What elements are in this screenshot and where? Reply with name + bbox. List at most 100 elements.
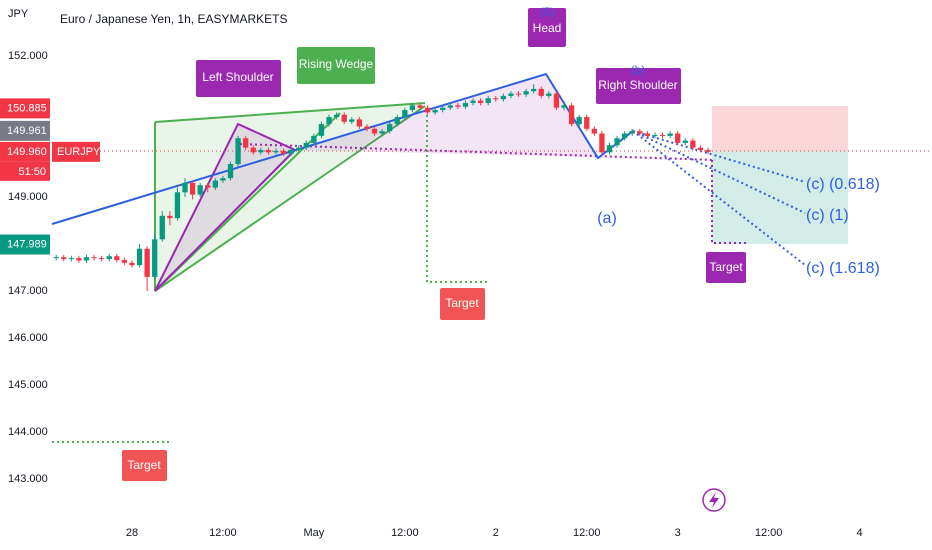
- candle-body: [644, 133, 651, 136]
- price-label-box: [0, 120, 50, 141]
- candle-body: [53, 257, 59, 259]
- x-tick-label: 12:00: [573, 527, 601, 539]
- candle-body: [98, 258, 105, 260]
- projections: [632, 130, 806, 266]
- candle-body: [553, 93, 560, 108]
- candle-body: [440, 107, 446, 111]
- label-box: [528, 8, 566, 47]
- candle-body: [349, 119, 355, 122]
- candle-body: [182, 182, 188, 193]
- candle-body: [159, 215, 165, 240]
- candle-body: [515, 93, 522, 95]
- x-tick-label: 12:00: [209, 527, 237, 539]
- candle-body: [599, 133, 605, 153]
- annotation: (c) (1): [806, 207, 849, 224]
- candle-body: [106, 256, 112, 260]
- annotation: Left Shoulder: [202, 70, 273, 84]
- candle-body: [682, 140, 688, 143]
- candle-body: [61, 257, 67, 260]
- candle-body: [546, 93, 552, 96]
- neckline: [239, 143, 716, 161]
- candle-body: [333, 114, 340, 118]
- price-label: 147.989: [7, 238, 47, 250]
- candle-body: [690, 140, 696, 148]
- candle-body: [318, 124, 325, 136]
- candle-body: [591, 128, 597, 134]
- y-tick-label: 144.000: [8, 426, 48, 438]
- countdown-box: [0, 161, 50, 181]
- candle-body: [379, 131, 385, 134]
- candle-body: [667, 133, 673, 136]
- target-zone: [712, 151, 848, 244]
- currency: JPY: [8, 8, 29, 20]
- candle-body: [523, 91, 529, 95]
- price-label: 149.960: [7, 146, 47, 158]
- label-box: [596, 68, 681, 104]
- x-tick-label: 3: [675, 527, 681, 539]
- y-tick-label: 145.000: [8, 379, 48, 391]
- annotation: Right Shoulder: [598, 78, 677, 92]
- candles: [53, 84, 711, 292]
- candle-body: [68, 258, 74, 260]
- candle-body: [243, 138, 249, 148]
- candle-body: [341, 114, 347, 122]
- candle-body: [265, 149, 272, 153]
- candle-body: [561, 105, 567, 108]
- candle-body: [493, 98, 499, 100]
- candle-body: [402, 110, 408, 118]
- y-tick-label: 143.000: [8, 473, 48, 485]
- candle-body: [477, 100, 484, 103]
- candle-body: [652, 134, 658, 136]
- candle-body: [424, 107, 431, 113]
- annotation: Rising Wedge: [299, 57, 374, 71]
- candle-body: [303, 142, 309, 148]
- candle-body: [470, 100, 476, 103]
- candle-body: [508, 93, 514, 96]
- label-box: [706, 252, 746, 283]
- candle-body: [280, 150, 287, 154]
- candle-body: [227, 164, 234, 179]
- candle-body: [447, 105, 453, 108]
- annotation: (c) (1.618): [806, 260, 880, 277]
- price-label-box: [0, 141, 50, 162]
- candle-body: [462, 102, 469, 107]
- candle-body: [614, 138, 620, 146]
- y-tick-label: 149.000: [8, 191, 48, 203]
- candle-body: [485, 98, 491, 103]
- candle-body: [621, 133, 628, 139]
- candle-body: [606, 145, 613, 153]
- hs-fill: [295, 74, 715, 160]
- stop-zone: [712, 106, 848, 151]
- candle-body: [697, 147, 704, 150]
- candle-body: [387, 124, 393, 132]
- candle-body: [76, 258, 82, 261]
- annotation: Head: [533, 21, 562, 35]
- price-label: 150.885: [7, 102, 47, 114]
- candle-body: [659, 134, 666, 136]
- price-label-box: [0, 234, 50, 255]
- candle-body: [212, 180, 218, 188]
- candle-body: [288, 149, 294, 154]
- candle-body: [371, 128, 378, 134]
- candle-body: [432, 110, 438, 113]
- x-tick-label: 28: [126, 527, 138, 539]
- candle-body: [538, 88, 544, 96]
- annotation: Target: [445, 296, 479, 310]
- x-tick-label: 4: [857, 527, 863, 539]
- label-box: [297, 47, 375, 84]
- candle-body: [152, 239, 158, 277]
- candle-body: [311, 135, 317, 143]
- candle-body: [356, 119, 363, 127]
- left-shoulder-shape: [154, 122, 297, 292]
- event-icon-bolt: [709, 492, 719, 508]
- annotation: (5): [540, 5, 555, 19]
- symbol: EURJPY: [57, 146, 101, 158]
- candle-body: [629, 131, 635, 134]
- y-tick-label: 152.000: [8, 50, 48, 62]
- candle-body: [675, 133, 681, 143]
- candle-body: [417, 105, 423, 108]
- candle-body: [364, 126, 370, 129]
- candle-body: [197, 185, 203, 195]
- candle-body: [576, 117, 582, 125]
